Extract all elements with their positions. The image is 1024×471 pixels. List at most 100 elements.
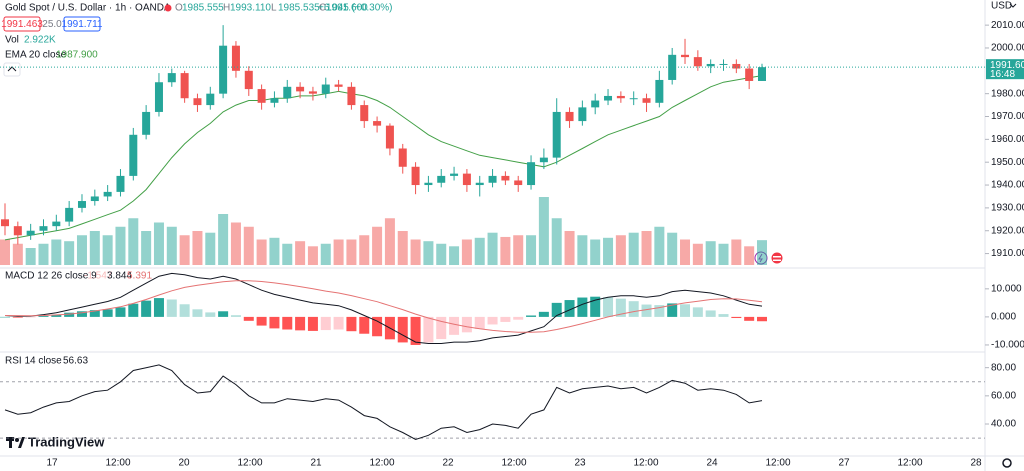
volume-bar [513, 235, 524, 265]
volume-bar [141, 231, 152, 265]
histogram-bar [744, 316, 755, 321]
histogram-bar [102, 309, 113, 317]
collapse-button[interactable] [3, 62, 21, 77]
ohlc-value: 1985.535 [278, 3, 320, 14]
x-tick-label: 12:00 [369, 458, 394, 469]
histogram-bar [320, 316, 331, 331]
histogram-bar [141, 300, 152, 317]
histogram-bar [38, 316, 49, 317]
histogram-bar [269, 316, 280, 329]
volume-bar [436, 243, 447, 265]
volume-bar [205, 232, 216, 265]
volume-bar [718, 243, 729, 265]
volume-value: 2.922K [24, 35, 56, 46]
logo-part [9, 437, 12, 448]
ask: 1991.711 [62, 19, 103, 30]
x-tick-label: 12:00 [105, 458, 130, 469]
volume-bar [705, 241, 716, 265]
candle-body [270, 98, 279, 103]
histogram-bar [423, 316, 434, 343]
x-tick-label: 12:00 [765, 458, 790, 469]
candle-body [514, 180, 523, 186]
candle-body [462, 173, 471, 186]
macd-line [4, 272, 763, 344]
candle-body [616, 95, 625, 99]
volume-bar [654, 226, 665, 265]
volume-bar [12, 243, 23, 265]
candle-body [488, 175, 497, 183]
x-tick-label: 12:00 [501, 458, 526, 469]
x-tick-label: 12:00 [897, 458, 922, 469]
economic-event-icon[interactable] [770, 251, 784, 265]
volume-bar [757, 240, 767, 265]
flag-stripe [773, 259, 781, 261]
candle-body [167, 73, 176, 83]
histogram-bar [551, 302, 562, 317]
volume-bar [25, 248, 36, 265]
y-tick-label: 2000.000 [991, 43, 1024, 54]
logo [6, 437, 25, 448]
settings-icon[interactable] [1002, 458, 1012, 468]
histogram-bar [564, 300, 575, 317]
histogram-bar [667, 303, 678, 317]
signal-line [4, 280, 763, 333]
volume-bar [615, 235, 626, 265]
histogram-bar [680, 304, 691, 317]
candle-body [39, 226, 48, 231]
ohlc-key: C [319, 3, 326, 14]
histogram-bar [307, 316, 318, 331]
volume-bar [218, 214, 229, 265]
volume-bar [372, 226, 383, 265]
candle-body [758, 67, 766, 81]
candle-body [257, 89, 266, 103]
candle-body [552, 111, 561, 158]
candle-body [693, 57, 702, 67]
histogram-bar [346, 316, 357, 332]
candle-body [90, 196, 99, 202]
histogram-bar [243, 316, 254, 321]
candle-body [244, 70, 253, 90]
volume-bar [102, 235, 113, 265]
candle-body [231, 45, 240, 71]
ohlc-value: 1993.110 [230, 3, 271, 14]
volume-bar [564, 231, 575, 265]
histogram-bar [128, 303, 139, 317]
chart-title: Gold Spot / U.S. Dollar · 1h · OANDA [5, 3, 171, 14]
macd-hist-value: -1.547 [84, 271, 113, 282]
volume-bar [51, 239, 62, 265]
volume-bar [423, 241, 434, 265]
currency[interactable]: USD [991, 1, 1012, 12]
candle-body [219, 45, 228, 94]
histogram-bar [0, 316, 10, 318]
histogram-bar [76, 311, 87, 317]
volume-bar [731, 239, 742, 265]
histogram-bar [25, 316, 36, 318]
volume-name: Vol [5, 35, 19, 46]
candle-body [681, 54, 690, 58]
histogram-bar [577, 297, 588, 317]
bid-box[interactable] [3, 16, 41, 32]
y-tick-label: 1940.000 [991, 180, 1024, 191]
candle-body [193, 98, 202, 106]
candle-body [321, 84, 330, 94]
candle-body [732, 63, 741, 69]
histogram-bar [295, 316, 306, 331]
volume-bar [192, 231, 203, 265]
ohlc-key: H [223, 3, 230, 14]
candle-body [206, 93, 215, 106]
ask-box[interactable] [63, 16, 101, 32]
histogram-bar [179, 304, 190, 317]
logo-part [15, 438, 19, 442]
candle-body [642, 98, 651, 103]
volume-bar [628, 232, 639, 265]
candle-body [539, 157, 548, 163]
candle-body [719, 63, 728, 65]
histogram-bar [230, 315, 241, 317]
volume-bar [359, 235, 370, 265]
histogram-bar [166, 299, 177, 317]
candle-body [385, 125, 394, 149]
volume-bar [641, 231, 652, 265]
x-tick-label: 23 [574, 458, 586, 469]
candle-body [501, 175, 510, 181]
ema-name: EMA 20 close [5, 50, 67, 61]
